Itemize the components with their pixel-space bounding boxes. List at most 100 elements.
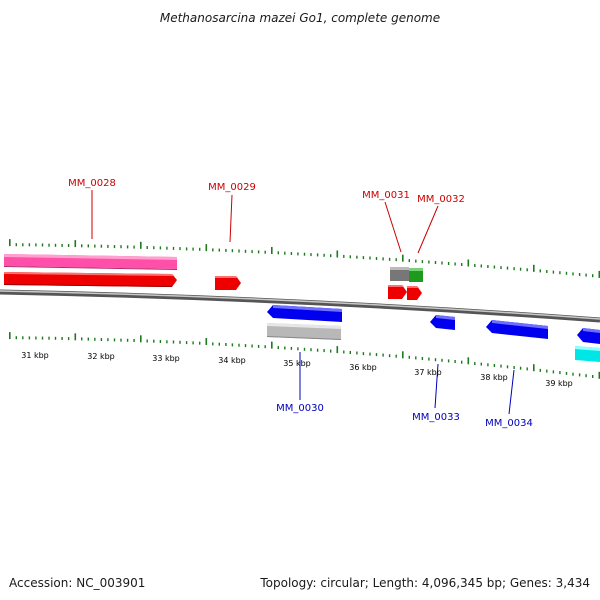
gene-feature-mm-0031[interactable] [388, 285, 407, 299]
lower-minor-tick [179, 340, 181, 344]
upper-major-tick [533, 264, 535, 272]
lower-minor-tick [120, 338, 122, 342]
lower-minor-tick [218, 342, 220, 346]
upper-minor-tick [395, 258, 397, 262]
upper-minor-tick [303, 252, 306, 256]
lower-minor-tick [454, 360, 456, 363]
lower-minor-tick [87, 337, 89, 341]
gene-feature-mm-0032[interactable] [407, 286, 422, 300]
upper-major-tick [271, 247, 273, 254]
lower-minor-tick [251, 344, 253, 348]
gene-label-mm-0028[interactable]: MM_0028 [68, 178, 116, 189]
lower-minor-tick [585, 374, 587, 378]
lower-minor-tick [107, 338, 109, 342]
upper-minor-tick [513, 267, 515, 271]
upper-minor-tick [375, 257, 378, 260]
upper-minor-tick [87, 244, 89, 248]
lower-minor-tick [284, 346, 286, 350]
upper-tick-row [9, 239, 600, 278]
lower-minor-tick [395, 354, 397, 358]
lower-major-tick [140, 335, 142, 343]
gene-feature-mm-0028[interactable] [4, 272, 177, 287]
lower-minor-tick [506, 365, 509, 369]
gene-label-mm-0029[interactable]: MM_0029 [208, 182, 256, 193]
upper-minor-tick [257, 250, 260, 254]
gene-feature-mm-0030-gray[interactable] [267, 323, 341, 340]
leader-mm-0032 [417, 205, 439, 254]
lower-minor-tick [297, 347, 299, 351]
lower-tick-row [9, 332, 600, 379]
gene-feature-mm-0030[interactable] [267, 305, 342, 322]
upper-minor-tick [382, 257, 384, 261]
lower-minor-tick [192, 341, 194, 345]
gene-feature-mm-0032-green[interactable] [409, 268, 423, 282]
tick-label-34: 34 kbp [218, 356, 246, 365]
lower-minor-tick [552, 370, 555, 374]
upper-minor-tick [172, 246, 175, 250]
upper-minor-tick [578, 273, 581, 276]
gene-feature-mm-0028-pink[interactable] [4, 254, 177, 270]
upper-minor-tick [500, 266, 502, 270]
lower-minor-tick [362, 352, 365, 356]
lower-minor-tick [54, 336, 57, 340]
gene-feature-mm-0033[interactable] [430, 315, 455, 330]
tick-label-31: 31 kbp [21, 351, 49, 360]
upper-minor-tick [323, 253, 325, 257]
lower-minor-tick [415, 356, 417, 360]
gene-feature-mm-0034[interactable] [486, 320, 548, 339]
upper-minor-tick [244, 249, 247, 253]
upper-minor-tick [421, 260, 424, 264]
upper-minor-tick [100, 244, 103, 248]
lower-minor-tick [185, 341, 188, 345]
lower-minor-tick [382, 353, 384, 357]
lower-minor-tick [330, 349, 332, 353]
leader-mm-0031 [384, 201, 402, 253]
upper-minor-tick [94, 244, 96, 248]
lower-minor-tick [369, 352, 371, 356]
lower-minor-tick [146, 339, 148, 343]
upper-minor-tick [54, 243, 57, 247]
gene-feature-edge-cyan[interactable] [575, 346, 600, 362]
upper-minor-tick [159, 246, 162, 250]
gene-label-mm-0032[interactable]: MM_0032 [417, 194, 465, 205]
upper-minor-tick [415, 259, 417, 263]
upper-minor-tick [539, 269, 541, 273]
upper-minor-tick [22, 243, 24, 247]
lower-minor-tick [199, 341, 201, 345]
lower-minor-tick [310, 348, 312, 352]
upper-major-tick [467, 259, 470, 267]
lower-minor-tick [487, 363, 489, 367]
gene-feature-mm-0029[interactable] [215, 276, 241, 290]
upper-minor-tick [225, 248, 227, 252]
gene-label-mm-0030[interactable]: MM_0030 [276, 403, 324, 414]
gene-label-mm-0031[interactable]: MM_0031 [362, 190, 410, 201]
accession-text: Accession: NC_003901 [9, 576, 145, 590]
upper-minor-tick [592, 274, 594, 278]
upper-minor-tick [192, 247, 194, 251]
lower-minor-tick [559, 371, 561, 375]
upper-minor-tick [133, 245, 135, 249]
gene-label-mm-0034[interactable]: MM_0034 [485, 418, 533, 429]
upper-minor-tick [48, 243, 50, 247]
upper-minor-tick [519, 267, 522, 271]
upper-minor-tick [81, 244, 83, 248]
lower-minor-tick [81, 337, 83, 341]
upper-minor-tick [572, 272, 574, 276]
upper-minor-tick [107, 244, 109, 248]
lower-minor-tick [22, 336, 24, 340]
upper-minor-tick [28, 243, 31, 247]
gene-label-mm-0033[interactable]: MM_0033 [412, 412, 460, 423]
lower-minor-tick [461, 360, 463, 364]
lower-minor-tick [303, 347, 306, 351]
lower-minor-tick [349, 351, 351, 354]
gene-feature-mm-0031-gray[interactable] [390, 267, 409, 281]
lower-major-tick [74, 333, 77, 341]
lower-minor-tick [159, 340, 162, 343]
gene-feature-edge-blue[interactable] [577, 328, 600, 344]
tick-label-38: 38 kbp [480, 373, 508, 382]
lower-major-tick [467, 357, 470, 365]
lower-minor-tick [48, 336, 50, 340]
upper-minor-tick [565, 271, 568, 275]
